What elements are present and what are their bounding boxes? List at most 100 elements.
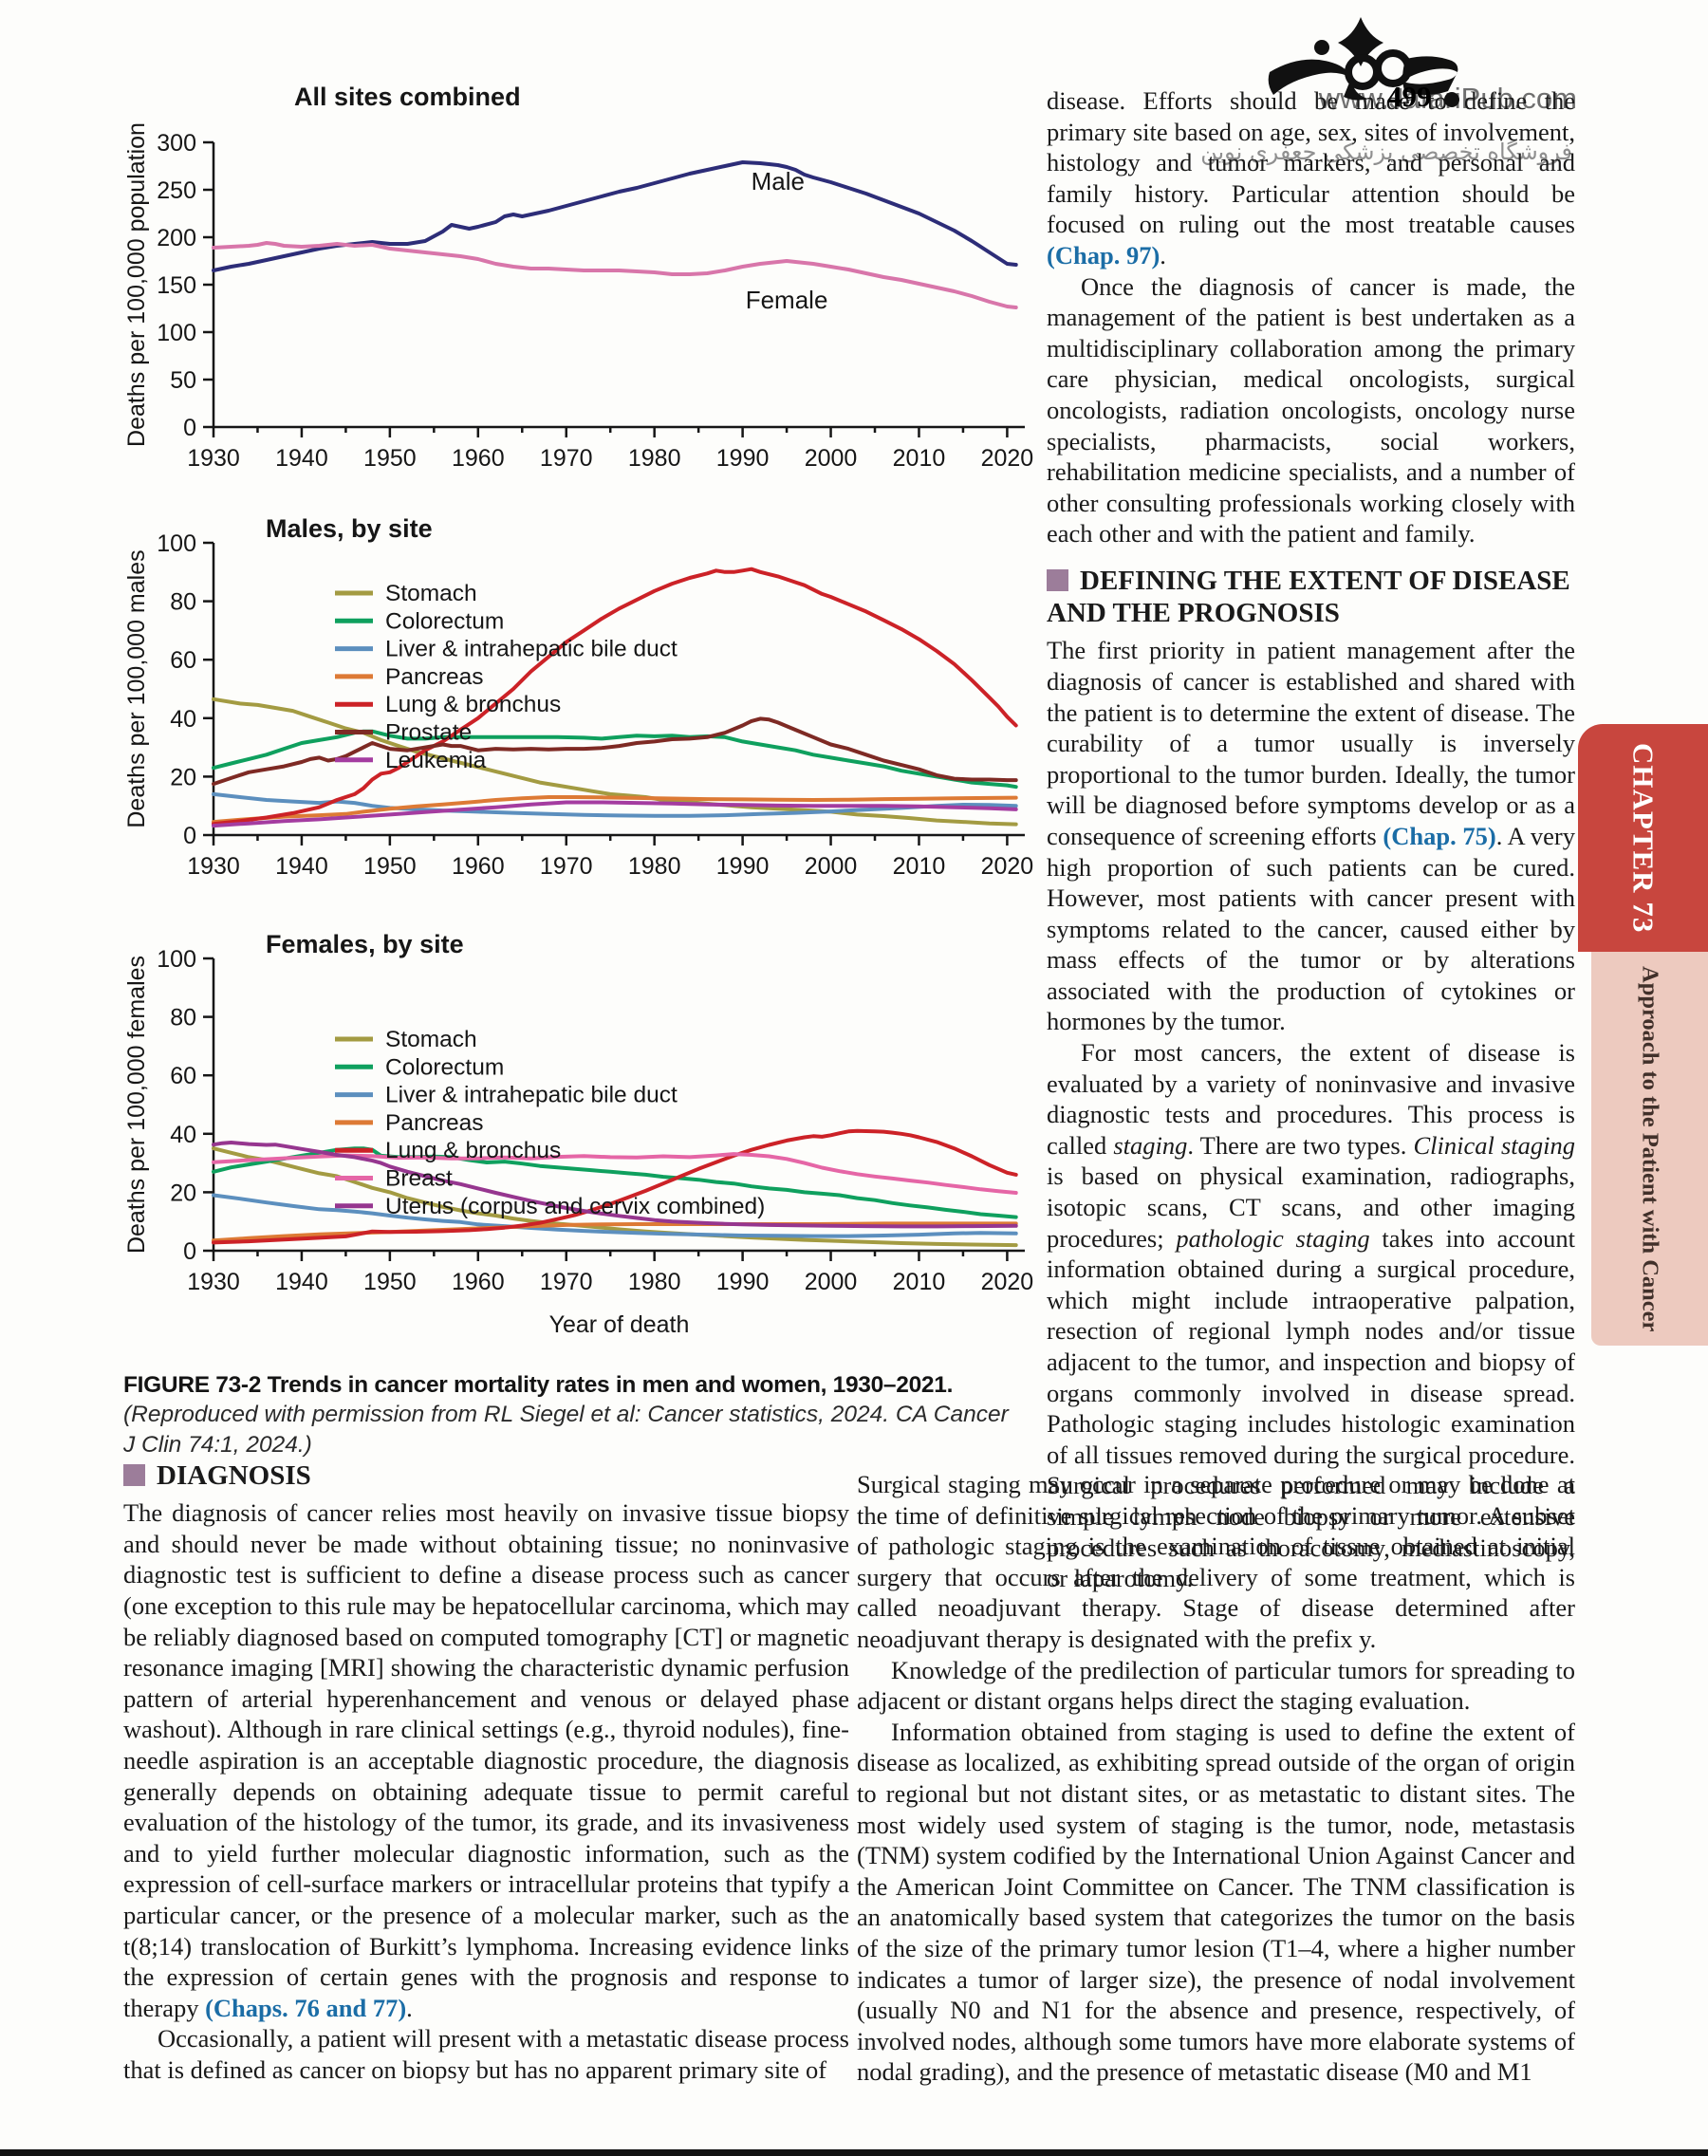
italic-term: pathologic staging (1176, 1223, 1370, 1253)
svg-text:Colorectum: Colorectum (385, 608, 504, 634)
svg-text:1950: 1950 (363, 853, 417, 880)
svg-text:100: 100 (157, 946, 196, 973)
paragraph: Occasionally, a patient will present wit… (123, 2023, 849, 2085)
publisher-logo-icon (1268, 17, 1459, 107)
column-left-bottom: DIAGNOSIS The diagnosis of cancer relies… (123, 1459, 849, 2086)
svg-text:Liver & intrahepatic bile duct: Liver & intrahepatic bile duct (385, 637, 678, 662)
text-run: Information obtained from staging is use… (857, 1717, 1575, 2087)
svg-text:1970: 1970 (540, 853, 593, 880)
svg-text:60: 60 (170, 1063, 196, 1089)
section-heading-defining: DEFINING THE EXTENT OF DISEASE AND THE P… (1047, 565, 1575, 629)
section-heading-text: DIAGNOSIS (157, 1460, 311, 1491)
svg-text:1960: 1960 (452, 1269, 505, 1295)
svg-text:Lung & bronchus: Lung & bronchus (385, 692, 561, 717)
paragraph: Surgical staging may occur in a separate… (857, 1469, 1575, 1655)
text-run: . (1160, 240, 1166, 270)
svg-text:1940: 1940 (275, 445, 328, 472)
italic-term: staging (1113, 1130, 1188, 1160)
svg-text:1980: 1980 (628, 853, 681, 880)
svg-text:80: 80 (170, 1005, 196, 1032)
svg-text:1950: 1950 (363, 445, 417, 472)
chart-females-by-site: Females, by site 0 20 40 60 80 100 1930 1940 1950… (123, 928, 1034, 1350)
svg-text:1950: 1950 (363, 1269, 417, 1295)
paragraph: disease. Efforts should be made to defin… (1047, 85, 1575, 271)
svg-text:100: 100 (157, 530, 196, 557)
svg-text:1940: 1940 (275, 1269, 328, 1295)
svg-text:Pancreas: Pancreas (385, 664, 484, 690)
text-run: Surgical staging may occur in a separate… (857, 1470, 1575, 1653)
svg-text:2020: 2020 (981, 853, 1034, 880)
chapter-link[interactable]: (Chaps. 76 and 77) (205, 1993, 407, 2022)
svg-text:1930: 1930 (187, 1269, 240, 1295)
bottom-rule (0, 2149, 1708, 2156)
page-number: 499 (1387, 80, 1432, 113)
text-run: Occasionally, a patient will present wit… (123, 2024, 849, 2084)
svg-text:Deaths per 100,000 females: Deaths per 100,000 females (123, 956, 150, 1254)
paragraph: For most cancers, the extent of disease … (1047, 1037, 1575, 1594)
svg-text:2000: 2000 (805, 853, 858, 880)
svg-text:0: 0 (183, 415, 196, 441)
section-heading-diagnosis: DIAGNOSIS (123, 1459, 849, 1492)
section-bullet-icon (1047, 568, 1068, 591)
svg-text:2020: 2020 (981, 1269, 1034, 1295)
svg-text:0: 0 (183, 1238, 196, 1265)
column-right-bottom: Surgical staging may occur in a separate… (857, 1469, 1575, 2088)
svg-text:1940: 1940 (275, 853, 328, 880)
svg-text:20: 20 (170, 764, 196, 790)
svg-text:Males, by site: Males, by site (266, 514, 433, 543)
svg-text:Lung & bronchus: Lung & bronchus (385, 1138, 561, 1163)
svg-text:Prostate: Prostate (385, 720, 472, 746)
text-run: The diagnosis of cancer relies most heav… (123, 1498, 849, 2022)
sidebar-title-tab: Approach to the Patient with Cancer (1591, 952, 1708, 1346)
svg-text:2010: 2010 (893, 853, 946, 880)
paragraph: Information obtained from staging is use… (857, 1717, 1575, 2088)
svg-text:60: 60 (170, 647, 196, 674)
text-run: . There are two types. (1187, 1130, 1414, 1160)
caption-credit: (Reproduced with permission from RL Sieg… (123, 1402, 1009, 1458)
svg-text:2010: 2010 (893, 1269, 946, 1295)
svg-text:40: 40 (170, 1122, 196, 1148)
svg-text:Leukemia: Leukemia (385, 748, 487, 773)
svg-text:1990: 1990 (716, 445, 770, 472)
svg-text:Deaths per 100,000 population: Deaths per 100,000 population (123, 122, 150, 447)
figure-caption: FIGURE 73-2 Trends in cancer mortality r… (123, 1370, 1023, 1459)
svg-text:150: 150 (157, 272, 196, 299)
watermark-persian: فروشگاه تخصصی پزشکی جعفری نوین (1200, 139, 1572, 165)
svg-text:Breast: Breast (385, 1166, 453, 1192)
svg-text:Female: Female (746, 286, 828, 314)
svg-text:100: 100 (157, 320, 196, 346)
text-run: Knowledge of the predilection of particu… (857, 1655, 1575, 1716)
svg-text:2000: 2000 (805, 1269, 858, 1295)
svg-text:40: 40 (170, 706, 196, 733)
chart-males-by-site: Males, by site 0 20 40 60 80 100 1930 1940 1950 19… (123, 512, 1034, 887)
svg-text:Pancreas: Pancreas (385, 1110, 484, 1136)
svg-text:Colorectum: Colorectum (385, 1054, 504, 1080)
svg-text:1930: 1930 (187, 853, 240, 880)
text-run: . (406, 1993, 413, 2022)
section-bullet-icon (123, 1464, 145, 1486)
svg-text:20: 20 (170, 1180, 196, 1206)
svg-text:250: 250 (157, 177, 196, 204)
svg-text:Year of death: Year of death (549, 1311, 690, 1338)
svg-text:Liver & intrahepatic bile duct: Liver & intrahepatic bile duct (385, 1083, 678, 1108)
chart-svg: All sites combined 0 50 100 150 200 250 300 1930… (123, 83, 1033, 472)
svg-text:Uterus (corpus and cervix comb: Uterus (corpus and cervix combined) (385, 1194, 765, 1219)
text-run: is based on physical examination, radiog… (1047, 1162, 1575, 1253)
svg-text:0: 0 (183, 823, 196, 849)
text-run: takes into account information obtained … (1047, 1223, 1575, 1593)
svg-text:Male: Male (752, 167, 805, 195)
chapter-link[interactable]: (Chap. 75) (1383, 821, 1496, 850)
text-run: disease. Efforts should be made to defin… (1047, 86, 1575, 239)
column-right-top: disease. Efforts should be made to defin… (1047, 85, 1575, 1594)
svg-text:80: 80 (170, 589, 196, 616)
chapter-link[interactable]: (Chap. 97) (1047, 240, 1160, 270)
paragraph: Once the diagnosis of cancer is made, th… (1047, 271, 1575, 549)
sidebar-chapter-tab: CHAPTER 73 (1578, 724, 1708, 952)
svg-text:1990: 1990 (716, 1269, 770, 1295)
svg-text:50: 50 (170, 367, 196, 394)
svg-text:Females, by site: Females, by site (266, 930, 464, 958)
sidebar-title-label: Approach to the Patient with Cancer (1637, 965, 1663, 1332)
paragraph: Knowledge of the predilection of particu… (857, 1655, 1575, 1717)
svg-text:1990: 1990 (716, 853, 770, 880)
svg-text:1970: 1970 (540, 1269, 593, 1295)
